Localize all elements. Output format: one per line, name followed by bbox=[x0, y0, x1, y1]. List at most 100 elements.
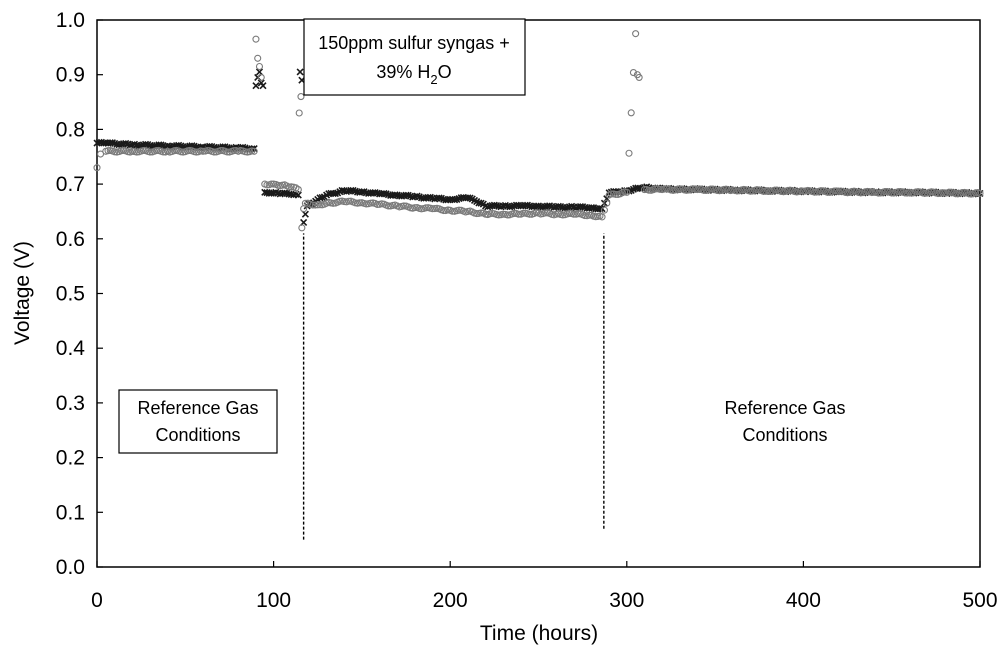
x-tick-label: 400 bbox=[786, 589, 821, 612]
data-point-circle bbox=[656, 185, 664, 193]
annotation-reference-gas-left-line2: Conditions bbox=[155, 425, 240, 445]
data-point-circle bbox=[565, 209, 573, 217]
annotation-sulfur-syngas-line2: 39% H2O bbox=[376, 62, 451, 87]
data-point-circle bbox=[367, 199, 375, 207]
data-point-circle bbox=[629, 69, 637, 77]
data-point-circle bbox=[345, 197, 353, 205]
data-point-circle bbox=[612, 190, 620, 198]
data-point-circle bbox=[267, 180, 275, 188]
data-point-circle bbox=[689, 185, 697, 193]
data-point-circle bbox=[874, 189, 883, 197]
data-point-circle bbox=[139, 146, 147, 155]
data-point-circle bbox=[159, 148, 167, 156]
data-point-circle bbox=[632, 30, 640, 38]
data-point-circle bbox=[285, 183, 293, 191]
data-point-circle bbox=[400, 202, 408, 210]
data-point-circle bbox=[230, 147, 238, 155]
data-point-circle bbox=[104, 147, 112, 155]
data-point-circle bbox=[585, 211, 593, 219]
data-point-circle bbox=[153, 146, 161, 155]
data-series bbox=[93, 30, 984, 232]
data-point-circle bbox=[223, 148, 231, 156]
annotation-reference-gas-left-box bbox=[118, 389, 278, 454]
data-point-circle bbox=[499, 210, 507, 218]
data-point-circle bbox=[263, 181, 271, 189]
annotation-reference-gas-right: Reference Gas Conditions bbox=[703, 390, 868, 453]
data-point-circle bbox=[707, 185, 715, 193]
data-point-circle bbox=[598, 213, 606, 221]
y-tick-label: 0.3 bbox=[56, 392, 85, 415]
y-axis: 0.0 0.1 0.2 0.3 0.4 0.5 0.6 0.7 0.8 0.9 1.0 bbox=[56, 9, 103, 579]
data-point-circle bbox=[817, 187, 825, 195]
x-tick-label: 300 bbox=[609, 589, 644, 612]
data-point-circle bbox=[301, 199, 309, 207]
x-tick-label: 100 bbox=[256, 589, 291, 612]
data-point-circle bbox=[448, 207, 456, 215]
data-point-circle bbox=[894, 188, 902, 196]
data-point-circle bbox=[287, 183, 295, 191]
phase-divider-lines bbox=[302, 233, 605, 540]
data-point-circle bbox=[411, 204, 419, 212]
data-point-circle bbox=[720, 185, 728, 193]
data-point-circle bbox=[771, 186, 779, 194]
data-point-circle bbox=[362, 200, 370, 208]
data-point-circle bbox=[311, 201, 319, 209]
y-tick-label: 0.8 bbox=[56, 118, 85, 141]
data-point-circle bbox=[93, 164, 101, 172]
data-point-circle bbox=[199, 147, 207, 155]
data-point-circle bbox=[881, 188, 889, 196]
annotation-reference-gas-right-line2: Conditions bbox=[742, 425, 827, 445]
data-point-circle bbox=[373, 200, 381, 209]
data-point-circle bbox=[254, 54, 262, 62]
data-point-circle bbox=[541, 209, 549, 217]
data-point-circle bbox=[316, 201, 324, 209]
data-point-circle bbox=[934, 189, 942, 198]
data-point-circle bbox=[250, 147, 258, 155]
data-point-circle bbox=[941, 189, 949, 197]
data-point-circle bbox=[976, 189, 984, 197]
data-point-circle bbox=[645, 186, 653, 194]
data-point-circle bbox=[600, 206, 608, 214]
data-point-circle bbox=[477, 209, 485, 217]
data-point-circle bbox=[640, 186, 649, 194]
annotation-text-part: 39% H bbox=[376, 62, 430, 82]
data-point-circle bbox=[603, 199, 611, 207]
annotation-sulfur-syngas-box bbox=[303, 18, 526, 96]
data-point-circle bbox=[314, 201, 322, 209]
annotation-text-part: O bbox=[438, 62, 452, 82]
y-tick-label: 0.7 bbox=[56, 173, 85, 196]
data-point-circle bbox=[625, 149, 633, 157]
data-point-circle bbox=[570, 210, 578, 218]
data-point-circle bbox=[96, 150, 105, 158]
data-point-circle bbox=[440, 206, 448, 215]
data-point-circle bbox=[713, 186, 721, 195]
plot-frame bbox=[96, 19, 981, 568]
data-point-x bbox=[600, 199, 608, 207]
data-point-circle bbox=[428, 205, 437, 213]
data-point-circle bbox=[455, 206, 463, 214]
data-point-circle bbox=[203, 146, 211, 155]
data-point-circle bbox=[294, 186, 302, 194]
data-point-circle bbox=[746, 187, 754, 195]
data-point-circle bbox=[830, 187, 838, 195]
x-tick-label: 500 bbox=[962, 589, 997, 612]
data-point-circle bbox=[627, 109, 635, 117]
data-point-circle bbox=[607, 190, 615, 198]
x-axis-title: Time (hours) bbox=[480, 622, 598, 645]
data-point-circle bbox=[473, 210, 481, 218]
y-tick-label: 0.4 bbox=[56, 337, 86, 360]
data-point-circle bbox=[295, 109, 303, 117]
data-point-circle bbox=[252, 35, 260, 43]
data-point-circle bbox=[945, 188, 953, 196]
y-axis-title: Voltage (V) bbox=[11, 241, 34, 345]
data-point-x bbox=[331, 190, 339, 198]
data-point-circle bbox=[336, 197, 344, 205]
plot-area bbox=[96, 19, 981, 568]
data-point-circle bbox=[635, 73, 643, 81]
annotation-reference-gas-right-box bbox=[703, 390, 868, 453]
data-point-circle bbox=[888, 189, 896, 197]
y-tick-label: 0.2 bbox=[56, 447, 85, 470]
data-point-circle bbox=[297, 93, 305, 101]
